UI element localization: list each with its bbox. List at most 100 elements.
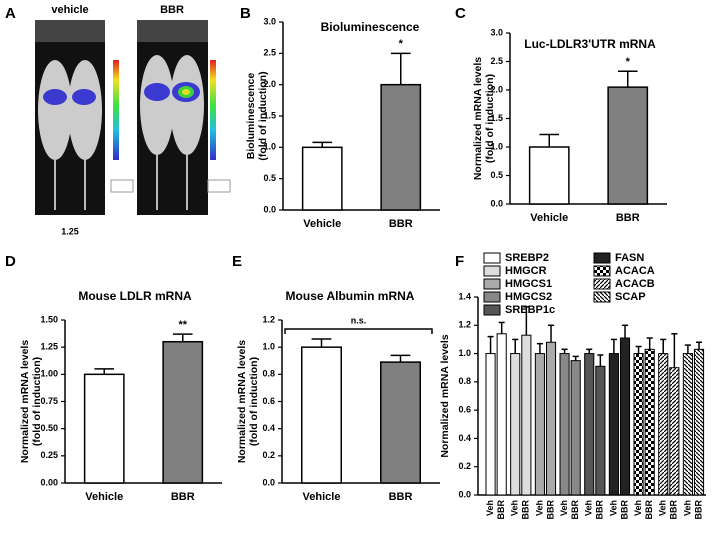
x-tick-label: BBR xyxy=(616,212,640,224)
panel-letter: C xyxy=(455,5,466,22)
image-label: BBR xyxy=(160,4,184,16)
y-axis-label: Normalized mRNA levels xyxy=(472,57,484,180)
bar xyxy=(301,146,343,211)
chart-title: Mouse Albumin mRNA xyxy=(286,289,415,303)
panel-letter: F xyxy=(455,253,464,270)
x-tick-label: BBR xyxy=(693,500,703,520)
x-tick-label: BBR xyxy=(521,500,531,520)
x-tick-label: Veh xyxy=(534,500,544,516)
x-tick-label: BBR xyxy=(644,500,654,520)
bar xyxy=(644,348,655,496)
y-tick-label: 0.8 xyxy=(262,369,275,379)
y-axis-label: Normalized mRNA levels xyxy=(236,340,248,463)
bar xyxy=(83,373,125,484)
y-tick-label: 0.0 xyxy=(490,198,503,208)
legend-label: ACACA xyxy=(615,265,655,277)
y-axis-label: (fold of induction) xyxy=(257,71,269,160)
y-tick-label: 0.2 xyxy=(262,450,275,460)
bar xyxy=(693,348,705,496)
y-tick-label: 1.25 xyxy=(40,342,58,352)
y-tick-label: 2.0 xyxy=(490,84,503,94)
bar xyxy=(485,353,496,496)
y-tick-label: 0.0 xyxy=(262,477,275,487)
y-tick-label: 0.8 xyxy=(458,376,471,386)
bar xyxy=(162,340,204,484)
panel-letter: A xyxy=(5,5,16,22)
y-tick-label: 2.5 xyxy=(263,48,276,58)
x-tick-label: BBR xyxy=(619,500,629,520)
legend-label: SCAP xyxy=(615,291,646,303)
x-tick-label: Veh xyxy=(633,500,643,516)
y-axis-label: Normalized mRNA levels xyxy=(19,340,31,463)
x-tick-label: BBR xyxy=(389,218,413,230)
y-tick-label: 1.0 xyxy=(263,142,276,152)
legend-label: HMGCR xyxy=(505,265,547,277)
legend-label: FASN xyxy=(615,252,644,264)
bar xyxy=(559,353,570,496)
y-tick-label: 3.0 xyxy=(263,16,276,26)
y-tick-label: 1.00 xyxy=(40,369,58,379)
x-tick-label: Vehicle xyxy=(303,491,341,503)
legend-label: ACACB xyxy=(615,278,655,290)
x-tick-label: BBR xyxy=(545,500,555,520)
bar xyxy=(496,333,507,496)
bar xyxy=(534,353,545,496)
x-tick-label: BBR xyxy=(595,500,605,520)
y-tick-label: 0.5 xyxy=(490,170,503,180)
bar xyxy=(510,353,521,496)
bar xyxy=(528,146,570,205)
image-label: vehicle xyxy=(51,4,88,16)
y-axis-label: Normalized mRNA levels xyxy=(439,334,451,457)
chart-title: Mouse LDLR mRNA xyxy=(78,289,192,303)
legend-label: HMGCS2 xyxy=(505,291,552,303)
y-tick-label: 0.0 xyxy=(263,204,276,214)
y-tick-label: 1.5 xyxy=(263,110,276,120)
x-tick-label: BBR xyxy=(389,491,413,503)
bar xyxy=(607,86,649,205)
legend-label: SREBP1c xyxy=(505,304,555,316)
legend-swatch xyxy=(483,304,501,316)
legend-swatch xyxy=(483,278,501,290)
legend-swatch xyxy=(593,252,611,264)
x-tick-label: BBR xyxy=(496,500,506,520)
legend-swatch xyxy=(593,291,611,303)
y-tick-label: 1.4 xyxy=(458,291,471,301)
panel-letter: D xyxy=(5,253,16,270)
y-tick-label: 2.0 xyxy=(263,79,276,89)
y-tick-label: 1.2 xyxy=(458,320,471,330)
x-tick-label: Veh xyxy=(485,500,495,516)
significance-label: * xyxy=(399,38,404,50)
y-tick-label: 0.0 xyxy=(458,489,471,499)
y-tick-label: 1.5 xyxy=(490,113,503,123)
x-tick-label: Veh xyxy=(584,500,594,516)
chart-title: Luc-LDLR3'UTR mRNA xyxy=(524,37,656,51)
y-tick-label: 0.00 xyxy=(40,477,58,487)
bar xyxy=(301,346,342,484)
y-axis-label: (fold of induction) xyxy=(484,74,496,163)
significance-label: * xyxy=(626,56,631,68)
x-tick-label: Veh xyxy=(510,500,520,516)
y-axis-label: Bioluminescence xyxy=(245,73,257,160)
legend-swatch xyxy=(483,291,501,303)
mouse-image-bbr xyxy=(137,20,231,215)
significance-label: n.s. xyxy=(351,315,367,325)
x-tick-label: BBR xyxy=(570,500,580,520)
y-tick-label: 2.5 xyxy=(490,56,503,66)
bar xyxy=(658,353,669,496)
legend-swatch xyxy=(593,265,611,277)
legend-label: HMGCS1 xyxy=(505,278,552,290)
legend-label: SREBP2 xyxy=(505,252,549,264)
panel-letter: B xyxy=(240,5,251,22)
bar xyxy=(380,83,422,211)
y-tick-label: 0.50 xyxy=(40,423,58,433)
y-tick-label: 1.0 xyxy=(262,342,275,352)
panel-letter: E xyxy=(232,253,242,270)
y-tick-label: 0.2 xyxy=(458,461,471,471)
significance-label: ** xyxy=(178,319,187,331)
x-tick-label: Veh xyxy=(559,500,569,516)
legend-swatch xyxy=(483,252,501,264)
y-tick-label: 0.6 xyxy=(458,405,471,415)
y-tick-label: 3.0 xyxy=(490,27,503,37)
y-tick-label: 1.0 xyxy=(458,348,471,358)
